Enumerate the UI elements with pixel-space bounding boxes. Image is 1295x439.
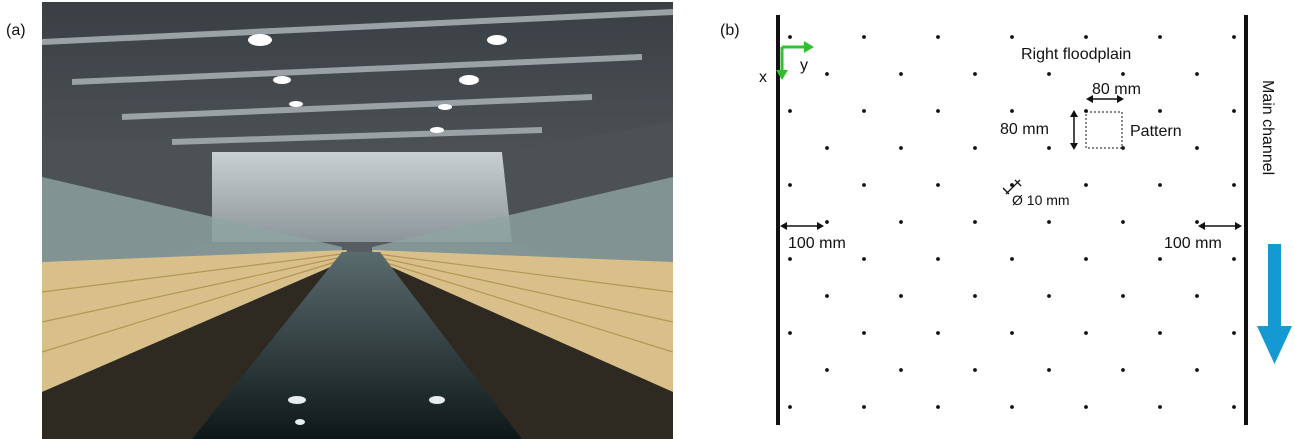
- right-edge-distance-label: 100 mm: [1164, 235, 1222, 252]
- roughness-element-dot: [825, 294, 829, 298]
- right-floodplain-label: Right floodplain: [1021, 46, 1131, 63]
- roughness-element-dot: [1195, 294, 1199, 298]
- roughness-element-dot: [788, 331, 792, 335]
- roughness-element-dot: [1047, 294, 1051, 298]
- vertical-spacing-label: 80 mm: [1000, 121, 1049, 138]
- roughness-element-dot: [788, 35, 792, 39]
- roughness-element-dot: [862, 257, 866, 261]
- roughness-element-dot: [1084, 257, 1088, 261]
- left-edge-distance-label: 100 mm: [788, 235, 846, 252]
- left-edge-distance-arrow: [780, 222, 824, 230]
- roughness-element-dot: [936, 405, 940, 409]
- roughness-element-dot: [1232, 35, 1236, 39]
- roughness-element-dot: [1195, 72, 1199, 76]
- roughness-element-dot: [1158, 109, 1162, 113]
- roughness-element-dot: [825, 72, 829, 76]
- flow-direction-arrow-icon: [1257, 244, 1292, 364]
- roughness-element-dot: [1121, 72, 1125, 76]
- roughness-element-dot: [788, 109, 792, 113]
- roughness-element-dot: [1195, 220, 1199, 224]
- roughness-element-dot: [1047, 72, 1051, 76]
- roughness-element-dot: [1010, 257, 1014, 261]
- roughness-element-dot: [1158, 405, 1162, 409]
- axes-icon: [776, 41, 814, 80]
- roughness-pattern-diagram: x y Right floodplain Pattern 80 mm 80 mm…: [700, 0, 1295, 439]
- roughness-element-dot: [899, 220, 903, 224]
- roughness-element-dot: [788, 183, 792, 187]
- roughness-element-dot: [899, 146, 903, 150]
- roughness-element-dot: [1158, 331, 1162, 335]
- roughness-element-dot: [1232, 331, 1236, 335]
- roughness-element-dot: [1121, 220, 1125, 224]
- roughness-element-dot: [1084, 405, 1088, 409]
- right-edge-distance-arrow: [1198, 222, 1242, 230]
- main-channel-label: Main channel: [1259, 80, 1276, 175]
- flume-photo: [42, 2, 673, 439]
- horizontal-spacing-label: 80 mm: [1092, 81, 1141, 98]
- axis-x-label: x: [759, 69, 767, 86]
- roughness-element-dot: [1195, 146, 1199, 150]
- roughness-element-dot: [862, 35, 866, 39]
- roughness-element-dot: [1084, 331, 1088, 335]
- roughness-element-dot: [825, 368, 829, 372]
- roughness-element-dot: [862, 183, 866, 187]
- roughness-element-dot: [936, 109, 940, 113]
- pattern-box: [1085, 111, 1123, 149]
- roughness-element-dot: [1121, 294, 1125, 298]
- roughness-element-dot: [973, 72, 977, 76]
- roughness-element-dot: [973, 294, 977, 298]
- roughness-element-dot: [1084, 35, 1088, 39]
- roughness-element-dot: [1158, 257, 1162, 261]
- roughness-element-dot: [1010, 183, 1014, 187]
- roughness-element-dot: [1047, 368, 1051, 372]
- roughness-element-dot: [1010, 109, 1014, 113]
- roughness-element-dot: [899, 368, 903, 372]
- roughness-element-dot: [936, 257, 940, 261]
- panel-a-label: (a): [6, 22, 26, 39]
- roughness-element-dot: [1195, 368, 1199, 372]
- roughness-element-dot: [1010, 331, 1014, 335]
- roughness-element-dot: [899, 72, 903, 76]
- roughness-element-dot: [788, 405, 792, 409]
- roughness-element-dot: [973, 146, 977, 150]
- vertical-spacing-arrow: [1070, 110, 1078, 150]
- roughness-element-dot: [862, 109, 866, 113]
- diameter-marker-icon: [1002, 179, 1022, 195]
- element-dots-grid: [788, 35, 1236, 409]
- roughness-element-dot: [1158, 35, 1162, 39]
- roughness-element-dot: [973, 220, 977, 224]
- roughness-element-dot: [1232, 183, 1236, 187]
- diameter-label: Ø 10 mm: [1012, 192, 1070, 208]
- roughness-element-dot: [862, 331, 866, 335]
- roughness-element-dot: [1121, 146, 1125, 150]
- roughness-element-dot: [1010, 405, 1014, 409]
- horizontal-spacing-arrow: [1086, 95, 1124, 103]
- roughness-element-dot: [936, 183, 940, 187]
- roughness-element-dot: [1121, 368, 1125, 372]
- roughness-element-dot: [1158, 183, 1162, 187]
- roughness-element-dot: [788, 257, 792, 261]
- pattern-label: Pattern: [1130, 123, 1182, 140]
- roughness-element-dot: [825, 146, 829, 150]
- roughness-element-dot: [1010, 35, 1014, 39]
- roughness-element-dot: [936, 35, 940, 39]
- roughness-element-dot: [825, 220, 829, 224]
- roughness-element-dot: [862, 405, 866, 409]
- roughness-element-dot: [899, 294, 903, 298]
- roughness-element-dot: [1047, 220, 1051, 224]
- panel-b-label: (b): [720, 22, 740, 39]
- roughness-element-dot: [936, 331, 940, 335]
- roughness-element-dot: [1084, 183, 1088, 187]
- roughness-element-dot: [973, 368, 977, 372]
- roughness-element-dot: [1047, 146, 1051, 150]
- roughness-element-dot: [1232, 109, 1236, 113]
- roughness-element-dot: [1232, 257, 1236, 261]
- axis-y-label: y: [800, 57, 808, 74]
- roughness-element-dot: [1232, 405, 1236, 409]
